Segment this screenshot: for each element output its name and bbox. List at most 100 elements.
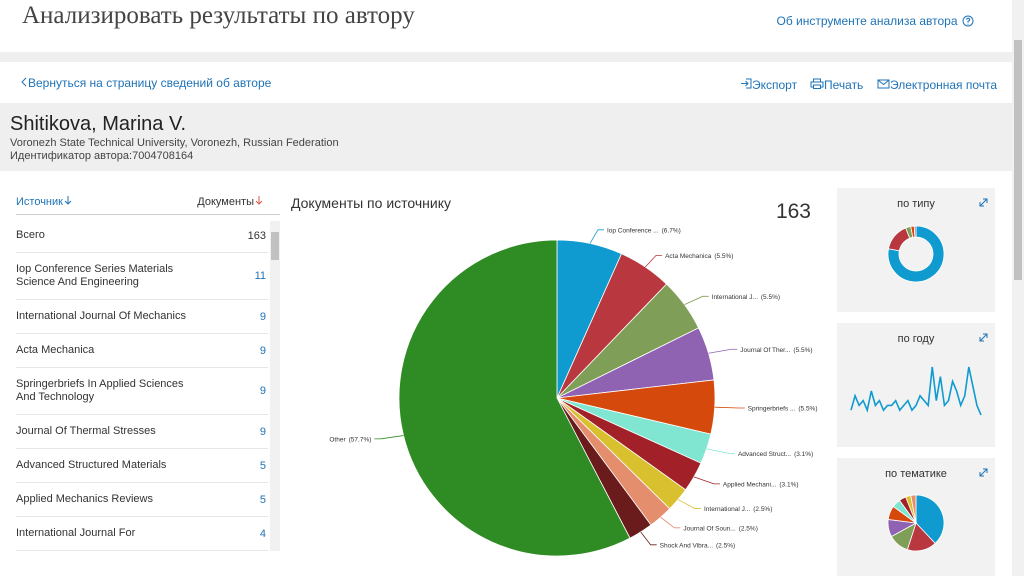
doc-count[interactable]: 9 [259, 385, 266, 397]
doc-count[interactable]: 5 [259, 493, 266, 506]
slice-value: (6.7%) [662, 227, 681, 234]
back-icon [21, 77, 27, 87]
table-row[interactable]: Applied Mechanics Reviews 5 [16, 483, 268, 517]
leader-line [660, 516, 681, 529]
slice-label: Applied Mechani... (3.1%) [723, 481, 799, 488]
slice-label: Journal Of Ther... (5.5%) [740, 347, 812, 354]
slice-name: Shock And Vibra... [660, 542, 714, 549]
expand-icon [979, 468, 988, 477]
slice-value: (2.5%) [739, 525, 758, 532]
email-text[interactable]: Электронная почта [890, 78, 998, 92]
export-text[interactable]: Экспорт [752, 78, 798, 92]
source-name: Acta Mechanica [16, 344, 95, 356]
help-link[interactable]: Об инструменте анализа автора [776, 12, 974, 30]
doc-count[interactable]: 9 [259, 344, 266, 357]
table-row[interactable]: Springerbriefs In Applied Sciences And T… [16, 368, 268, 415]
table-row[interactable]: Journal Of Thermal Stresses 9 [16, 415, 268, 449]
print-text[interactable]: Печать [824, 78, 864, 92]
slice-value: (3.1%) [779, 481, 798, 488]
expand-icon [979, 198, 988, 207]
back-link[interactable]: Вернуться на страницу сведений об авторе [20, 76, 271, 90]
slice-label: International J... (5.5%) [712, 294, 780, 301]
author-affiliation: Voronezh State Technical University, Vor… [10, 137, 339, 149]
table-row[interactable]: Iop Conference Series Materials Science … [16, 253, 268, 300]
slice-value: (2.5%) [716, 542, 735, 549]
slice-name: Journal Of Soun... [683, 525, 736, 532]
leader-line [693, 476, 720, 485]
source-name: Springerbriefs In Applied Sciences And T… [16, 378, 184, 403]
print-button[interactable]: Печать [810, 78, 863, 92]
source-name: Advanced Structured Materials [16, 459, 167, 471]
source-name: Всего [16, 229, 45, 241]
table-scrollbar[interactable] [270, 221, 280, 551]
pie-slice [398, 239, 631, 557]
panel-title: по тематике [885, 468, 947, 480]
leader-line [374, 435, 404, 440]
table-row[interactable]: Всего 163 [16, 219, 268, 253]
slice-label: Other (57.7%) [329, 436, 371, 443]
slice-label: Journal Of Soun... (2.5%) [683, 525, 758, 532]
author-name: Shitikova, Marina V. [10, 113, 187, 135]
slice-name: Acta Mechanica [665, 253, 712, 260]
page-scroll-thumb[interactable] [1014, 40, 1022, 280]
slice-name: Journal Of Ther... [740, 347, 790, 354]
type-panel: по типу [837, 188, 995, 312]
slice-name: Iop Conference ... [607, 227, 659, 234]
slice-name: International J... [712, 294, 758, 301]
slice-name: Springerbriefs ... [748, 405, 796, 412]
panel-title: по типу [897, 198, 935, 210]
slice-label: Advanced Struct... (3.1%) [738, 451, 813, 458]
slice-value: (5.5%) [761, 294, 780, 301]
source-name: International Journal For [16, 527, 136, 539]
sort-icon [255, 195, 263, 205]
subject-panel: по тематике [837, 458, 995, 576]
doc-count[interactable]: 9 [259, 310, 266, 323]
header-cell[interactable]: Источник [16, 195, 63, 208]
export-icon [741, 78, 752, 89]
slice-value: (5.5%) [798, 405, 817, 412]
doc-count[interactable]: 11 [254, 270, 266, 282]
total-count: 163 [776, 200, 811, 223]
leader-line [677, 499, 701, 509]
slice-label: Shock And Vibra... (2.5%) [660, 542, 736, 549]
help-text[interactable]: Об инструменте анализа автора [776, 14, 958, 28]
doc-count[interactable]: 9 [259, 425, 266, 438]
back-text[interactable]: Вернуться на страницу сведений об авторе [28, 76, 272, 90]
source-name: Iop Conference Series Materials Science … [16, 263, 174, 288]
sort-source[interactable]: Источник [16, 195, 73, 208]
leader-line [708, 348, 738, 354]
help-icon [962, 15, 974, 27]
pie-slice [910, 494, 917, 524]
doc-count: 163 [247, 229, 266, 242]
email-button[interactable]: Электронная почта [877, 78, 997, 92]
pie-slice [915, 494, 945, 544]
slice-name: Advanced Struct... [738, 451, 791, 458]
source-chart: Документы по источнику 163 Iop Conference … [291, 195, 818, 557]
chart-title: Документы по источнику [291, 195, 451, 211]
table-row[interactable]: Advanced Structured Materials 5 [16, 449, 268, 483]
table-scroll-thumb[interactable] [271, 232, 279, 260]
leader-line [645, 254, 663, 268]
slice-label: Iop Conference ... (6.7%) [607, 227, 681, 234]
slice-value: (2.5%) [753, 506, 772, 513]
slice-label: International J... (2.5%) [704, 506, 772, 513]
export-button[interactable]: Экспорт [740, 78, 797, 92]
source-name: Journal Of Thermal Stresses [16, 425, 156, 437]
sort-docs[interactable]: Документы [197, 195, 264, 208]
slice-value: (5.5%) [793, 347, 812, 354]
separator [0, 52, 1012, 62]
author-section: Shitikova, Marina V. Voronezh State Tech… [0, 103, 1012, 171]
panel-title: по году [898, 333, 935, 345]
table-row[interactable]: International Journal Of Mechanics 9 [16, 300, 268, 334]
table-row[interactable]: International Journal For 4 [16, 517, 268, 551]
sort-icon [64, 195, 72, 205]
table-row[interactable]: Acta Mechanica 9 [16, 334, 268, 368]
slice-value: (57.7%) [349, 436, 372, 443]
header-cell[interactable]: Документы [197, 195, 254, 208]
doc-count[interactable]: 4 [259, 527, 266, 540]
header: Анализировать результаты по автору Об ин… [0, 0, 1012, 52]
source-name: Applied Mechanics Reviews [16, 493, 153, 505]
slice-value: (3.1%) [794, 451, 813, 458]
doc-count[interactable]: 5 [259, 459, 266, 472]
